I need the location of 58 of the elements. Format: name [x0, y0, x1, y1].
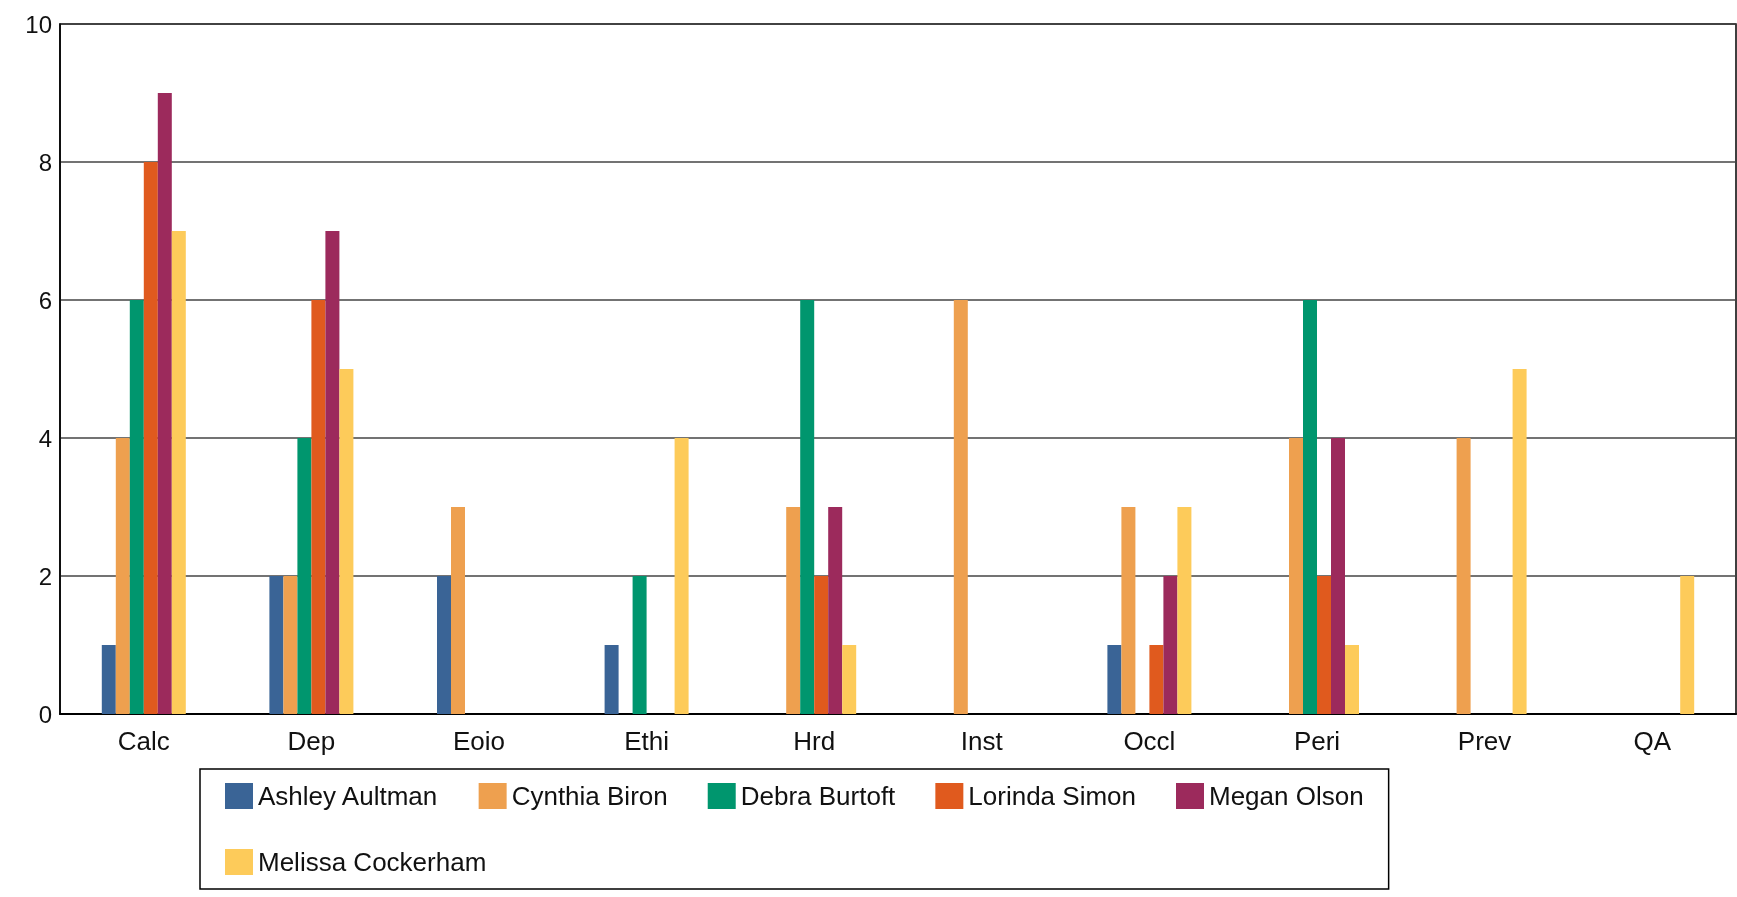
- bar: [1331, 438, 1345, 714]
- bar: [1177, 507, 1192, 714]
- bar: [311, 300, 326, 714]
- x-tick-label: Inst: [960, 726, 1004, 756]
- bar: [632, 576, 647, 714]
- x-tick-label: Eoio: [452, 726, 506, 756]
- y-tick-label: 4: [38, 424, 52, 452]
- bar: [1317, 576, 1331, 714]
- bar: [604, 645, 619, 714]
- legend-label: Debra Burtoft: [740, 781, 897, 811]
- bar: [325, 231, 340, 714]
- bar: [674, 438, 689, 714]
- bar: [101, 645, 116, 714]
- legend-label: Ashley Aultman: [258, 781, 438, 811]
- bar: [1163, 576, 1178, 714]
- x-tick-label: Occl: [1123, 726, 1176, 756]
- bar: [1303, 300, 1317, 714]
- bar: [842, 645, 857, 714]
- bar: [1107, 645, 1122, 714]
- x-tick-label: Prev: [1457, 726, 1512, 756]
- y-tick-label: 0: [38, 700, 52, 728]
- x-tick-label: QA: [1633, 726, 1672, 756]
- bar: [171, 231, 186, 714]
- bar: [953, 300, 968, 714]
- bar: [451, 507, 465, 714]
- bar: [1512, 369, 1527, 714]
- bar: [1121, 507, 1136, 714]
- legend-label: Cynthia Biron: [511, 781, 668, 811]
- legend-label: Lorinda Simon: [968, 781, 1136, 811]
- bar: [1680, 576, 1695, 714]
- legend-label: Melissa Cockerham: [258, 847, 487, 877]
- bar: [1149, 645, 1164, 714]
- y-tick-label: 6: [38, 286, 52, 314]
- bar: [814, 576, 829, 714]
- bar: [828, 507, 843, 714]
- bar: [1345, 645, 1359, 714]
- bar: [437, 576, 451, 714]
- bar: [297, 438, 312, 714]
- bar: [1456, 438, 1471, 714]
- bar: [143, 162, 158, 714]
- x-tick-label: Calc: [117, 726, 170, 756]
- y-tick-label: 10: [25, 10, 52, 38]
- y-tick-label: 8: [38, 148, 52, 176]
- x-tick-label: Dep: [287, 726, 336, 756]
- bar: [1289, 438, 1303, 714]
- x-tick-label: Hrd: [793, 726, 836, 756]
- bar: [157, 93, 172, 714]
- bar: [283, 576, 298, 714]
- legend-label: Megan Olson: [1209, 781, 1364, 811]
- x-tick-label: Ethi: [624, 726, 670, 756]
- bar: [269, 576, 284, 714]
- bar: [800, 300, 815, 714]
- bar: [129, 300, 144, 714]
- bar: [115, 438, 130, 714]
- x-tick-label: Peri: [1293, 726, 1341, 756]
- y-tick-label: 2: [38, 562, 52, 590]
- bar: [786, 507, 801, 714]
- bar: [339, 369, 354, 714]
